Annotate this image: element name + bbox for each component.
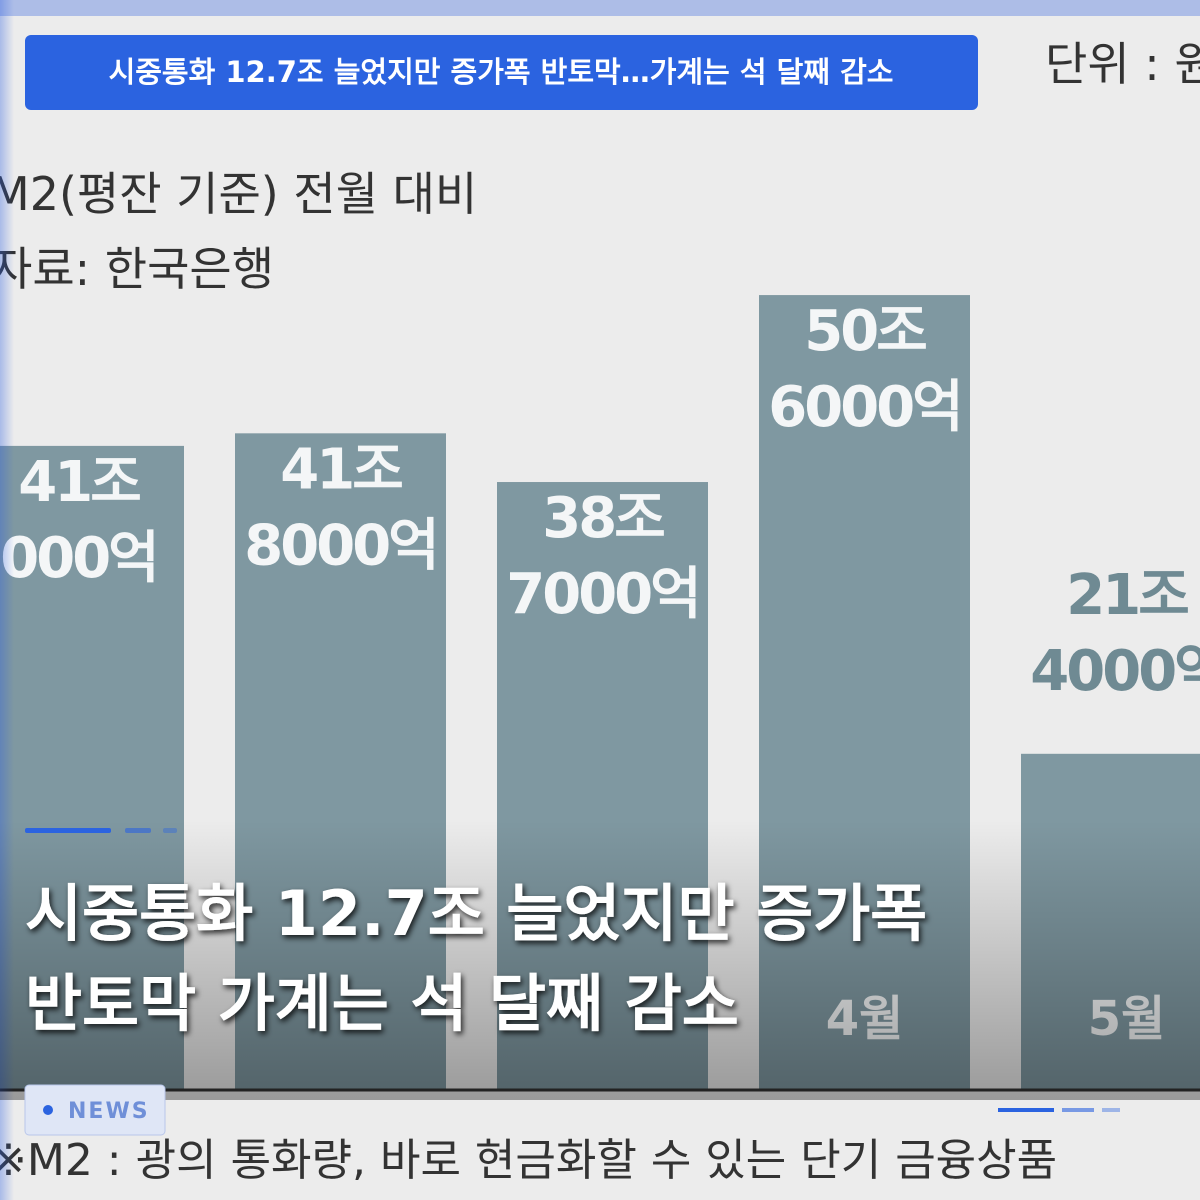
progress	[25, 828, 111, 833]
badge: NEWS	[68, 1099, 150, 1124]
value-label: 41조 000억	[0, 450, 156, 591]
headline: 시중통화 12.7조 늘었지만 증가폭	[25, 877, 927, 950]
shade	[0, 820, 1200, 1100]
banner: 시중통화 12.7조 늘었지만 증가폭 반토막…가계는 석 달째 감소	[109, 55, 894, 89]
banner-box	[25, 35, 978, 110]
subtitle: M2(평잔 기준) 전월 대비	[0, 167, 477, 221]
footnote: ※M2 : 광의 통화량, 바로 현금화할 수 있는 단기 금융상품	[0, 1135, 1057, 1186]
headline: 반토막 가계는 석 달째 감소	[25, 967, 739, 1040]
unit: 단위 : 원	[1045, 37, 1200, 91]
progress	[1102, 1108, 1120, 1112]
badge-dot	[43, 1105, 53, 1115]
progress	[998, 1108, 1054, 1112]
value-label: 41조 8000억	[244, 437, 436, 578]
value-label: 38조 7000억	[506, 486, 698, 627]
top-accent	[0, 0, 1200, 16]
badge-box	[24, 1084, 166, 1136]
progress	[125, 828, 151, 833]
progress	[1062, 1108, 1094, 1112]
value-label: 50조 6000억	[768, 299, 960, 440]
progress	[163, 828, 177, 833]
source: 자료: 한국은행	[0, 242, 274, 296]
value-label: 21조 4000억	[1030, 563, 1200, 704]
